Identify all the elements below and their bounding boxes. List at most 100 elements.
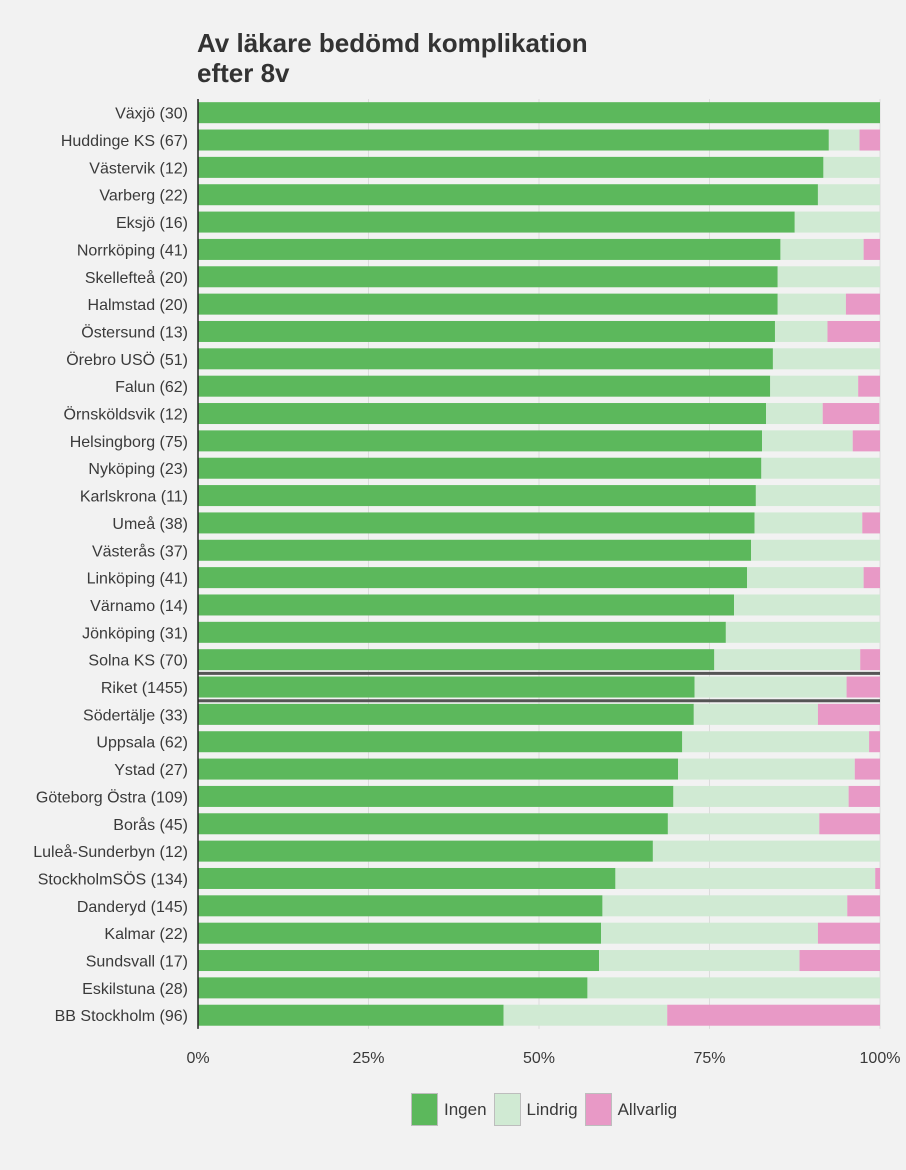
bar-allvarlig-sundsvall-17 [799,950,880,972]
bar-lindrig-stockholmsos-134 [615,867,876,889]
bar-lindrig-linkoping-41 [747,567,864,589]
category-label-eksjo-16: Eksjö (16) [116,215,188,232]
bar-ingen-varberg-22 [198,184,818,206]
legend-item-allvarlig: Allvarlig [584,1093,678,1126]
bar-lindrig-varnamo-14 [734,594,880,616]
legend-swatch-lindrig [493,1093,521,1126]
bar-allvarlig-bb-stockholm-96 [667,1004,880,1026]
bar-allvarlig-goteborg-ostra-109 [848,785,880,807]
x-tick-label-50: 50% [523,1050,555,1067]
category-label-huddinge-ks-67: Huddinge KS (67) [61,133,188,150]
x-tick-label-75: 75% [693,1050,725,1067]
bar-allvarlig-norrkoping-41 [863,238,880,260]
bar-ingen-eksjo-16 [198,211,795,233]
bar-allvarlig-huddinge-ks-67 [859,129,880,151]
bar-lindrig-nykoping-23 [761,457,880,479]
bar-ingen-ornskoldsvik-12 [198,403,767,425]
bar-lindrig-orebro-uso-51 [772,348,880,370]
category-label-vaxjo-30: Växjö (30) [115,106,188,123]
bar-lindrig-skelleftea-20 [777,266,880,288]
bar-ingen-bb-stockholm-96 [198,1004,504,1026]
bar-lindrig-vastervik-12 [823,156,880,178]
chart-title-line-2: efter 8v [197,58,290,88]
legend-label-lindrig: Lindrig [526,1099,578,1119]
category-label-ornskoldsvik-12: Örnsköldsvik (12) [64,406,188,424]
bar-ingen-helsingborg-75 [198,430,763,452]
bar-ingen-eskilstuna-28 [198,977,588,999]
bar-ingen-halmstad-20 [198,293,778,315]
bar-lindrig-solna-ks-70 [714,649,861,671]
x-tick-label-0: 0% [186,1050,209,1067]
bar-ingen-uppsala-62 [198,731,683,753]
bar-ingen-sundsvall-17 [198,950,600,972]
category-label-vastervik-12: Västervik (12) [89,160,188,177]
bar-ingen-ystad-27 [198,758,679,780]
category-label-nykoping-23: Nyköping (23) [88,461,188,478]
legend-label-allvarlig: Allvarlig [617,1099,678,1119]
bar-ingen-orebro-uso-51 [198,348,773,370]
bar-lindrig-riket-1455 [694,676,847,698]
bar-lindrig-boras-45 [667,813,820,835]
bar-allvarlig-danderyd-145 [847,895,880,917]
bar-ingen-jonkoping-31 [198,621,726,643]
category-label-jonkoping-31: Jönköping (31) [82,625,188,642]
bar-ingen-riket-1455 [198,676,695,698]
bar-lindrig-danderyd-145 [602,895,848,917]
bar-lindrig-goteborg-ostra-109 [673,785,849,807]
category-label-stockholmsos-134: StockholmSÖS (134) [38,870,188,888]
category-label-sodertalje-33: Södertälje (33) [83,707,188,724]
bar-lindrig-sodertalje-33 [693,703,818,725]
x-tick-label-layer: 0% 25% 50% 75% 100% [186,1050,900,1067]
bar-ingen-umea-38 [198,512,755,534]
category-label-solna-ks-70: Solna KS (70) [88,653,188,670]
bar-lindrig-bb-stockholm-96 [503,1004,668,1026]
bar-lindrig-varberg-22 [817,184,880,206]
category-label-riket-1455: Riket (1455) [101,680,188,697]
legend-swatch-ingen [411,1093,438,1126]
bar-ingen-ostersund-13 [198,320,775,342]
category-label-orebro-uso-51: Örebro USÖ (51) [66,351,188,369]
category-label-varnamo-14: Värnamo (14) [90,598,188,615]
legend: Ingen Lindrig Allvarlig [411,1093,684,1126]
bar-lindrig-ostersund-13 [774,320,828,342]
category-label-danderyd-145: Danderyd (145) [77,899,188,916]
bar-lindrig-norrkoping-41 [780,238,864,260]
category-label-helsingborg-75: Helsingborg (75) [70,434,188,451]
category-label-norrkoping-41: Norrköping (41) [77,242,188,259]
bar-allvarlig-linkoping-41 [863,567,880,589]
bar-allvarlig-ystad-27 [854,758,880,780]
bar-allvarlig-helsingborg-75 [852,430,880,452]
bar-ingen-karlskrona-11 [198,485,756,507]
bar-lindrig-falun-62 [770,375,859,397]
bar-ingen-sodertalje-33 [198,703,694,725]
bar-allvarlig-ornskoldsvik-12 [822,403,880,425]
category-label-linkoping-41: Linköping (41) [87,571,188,588]
category-label-halmstad-20: Halmstad (20) [88,297,188,314]
bar-lindrig-sundsvall-17 [599,950,800,972]
bar-lindrig-eskilstuna-28 [587,977,880,999]
category-label-layer: Växjö (30) Huddinge KS (67) Västervik (12)… [33,106,188,1026]
bar-allvarlig-halmstad-20 [845,293,880,315]
category-label-sundsvall-17: Sundsvall (17) [86,954,188,971]
bar-lindrig-eksjo-16 [794,211,880,233]
bar-lindrig-ystad-27 [678,758,855,780]
bar-lindrig-uppsala-62 [682,731,870,753]
bar-ingen-vastervik-12 [198,156,824,178]
bar-lindrig-jonkoping-31 [725,621,880,643]
bar-ingen-vasteras-37 [198,539,752,561]
bar-allvarlig-solna-ks-70 [860,649,880,671]
legend-label-ingen: Ingen [444,1099,487,1119]
bar-allvarlig-sodertalje-33 [817,703,880,725]
bar-ingen-norrkoping-41 [198,238,781,260]
category-label-eskilstuna-28: Eskilstuna (28) [82,981,188,998]
bar-ingen-lulea-sunderbyn-12 [198,840,653,862]
bar-allvarlig-uppsala-62 [869,731,880,753]
bar-lindrig-kalmar-22 [601,922,818,944]
chart-title: Av läkare bedömd komplikation efter 8v [197,28,588,88]
category-label-ostersund-13: Östersund (13) [81,323,188,341]
bar-ingen-kalmar-22 [198,922,602,944]
bar-allvarlig-stockholmsos-134 [875,867,880,889]
category-label-falun-62: Falun (62) [115,379,188,396]
category-label-uppsala-62: Uppsala (62) [96,735,188,752]
